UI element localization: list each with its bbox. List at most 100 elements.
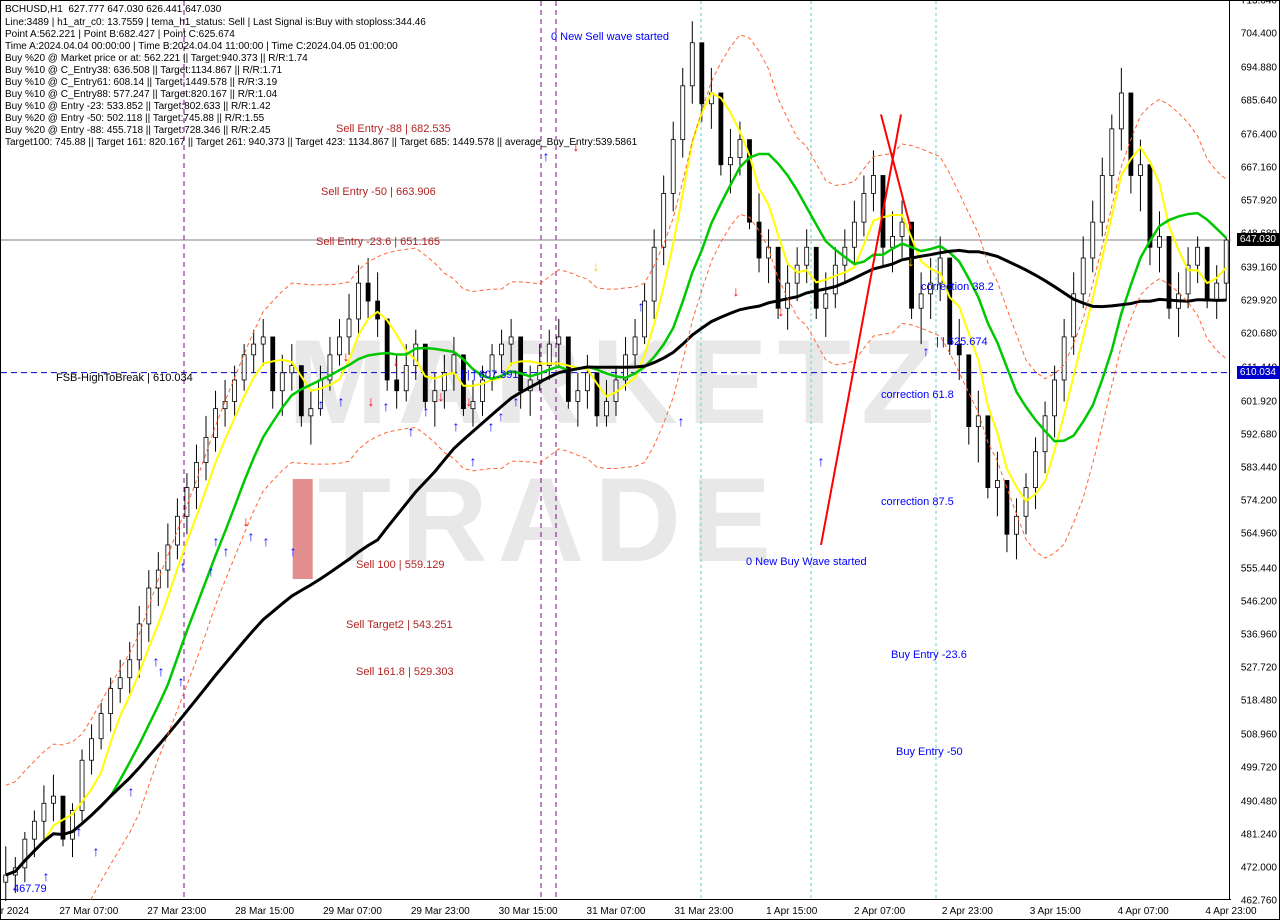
- chart-label: Buy Entry -23.6: [891, 649, 967, 661]
- y-tick: 667.160: [1241, 162, 1277, 173]
- watermark-text1: MARKETZ: [288, 315, 945, 449]
- down-arrow-icon: ↓: [243, 513, 250, 529]
- y-tick: 472.000: [1241, 862, 1277, 873]
- chart-label: correction 87.5: [881, 496, 954, 508]
- up-arrow-icon: ↑: [498, 408, 505, 424]
- x-tick: 31 Mar 23:00: [674, 906, 733, 917]
- y-tick: 713.640: [1241, 0, 1277, 7]
- up-arrow-icon: ↑: [290, 543, 297, 559]
- chart-label: Sell 161.8 | 529.303: [356, 666, 454, 678]
- chart-title: BCHUSD,H1 627.777 647.030 626.441 647.03…: [5, 3, 221, 16]
- x-tick: 2 Apr 23:00: [942, 906, 993, 917]
- x-tick: 29 Mar 23:00: [411, 906, 470, 917]
- up-arrow-icon: ↑: [43, 868, 50, 884]
- up-arrow-icon: ↑: [638, 298, 645, 314]
- chart-container: MARKETZTRADE BCHUSD,H1 627.777 647.030 6…: [0, 0, 1280, 920]
- up-arrow-icon: ↑: [180, 558, 187, 574]
- x-tick: 31 Mar 07:00: [587, 906, 646, 917]
- y-tick: 508.960: [1241, 730, 1277, 741]
- up-arrow-icon: ↑: [470, 453, 477, 469]
- up-arrow-icon: ↑: [818, 453, 825, 469]
- x-tick: 27 Mar 07:00: [59, 906, 118, 917]
- up-arrow-icon: ↑: [543, 148, 550, 164]
- x-tick: 30 Mar 15:00: [499, 906, 558, 917]
- hline-price-box: 610.034: [1237, 366, 1279, 379]
- down-arrow-icon: ↓: [466, 393, 473, 409]
- y-tick: 694.880: [1241, 63, 1277, 74]
- x-tick: 1 Apr 15:00: [766, 906, 817, 917]
- watermark: MARKETZTRADE: [288, 313, 945, 589]
- chart-label: Sell Entry -88 | 682.535: [336, 123, 451, 135]
- up-arrow-icon: ↑: [513, 393, 520, 409]
- up-arrow-icon: ↑: [338, 393, 345, 409]
- up-arrow-icon: ↑: [263, 533, 270, 549]
- y-tick: 574.200: [1241, 496, 1277, 507]
- down-arrow-icon: ↓: [343, 348, 350, 364]
- y-tick: 518.480: [1241, 696, 1277, 707]
- chart-label: correction 61.8: [881, 389, 954, 401]
- y-tick: 564.960: [1241, 529, 1277, 540]
- up-arrow-icon: ↑: [383, 398, 390, 414]
- up-arrow-icon: ↑: [76, 823, 83, 839]
- y-tick: 620.680: [1241, 329, 1277, 340]
- y-tick: 499.720: [1241, 763, 1277, 774]
- info-line: Target100: 745.88 || Target 161: 820.167…: [5, 136, 637, 149]
- y-tick: 657.920: [1241, 195, 1277, 206]
- up-arrow-icon: ↑: [158, 663, 165, 679]
- x-tick: 27 Mar 23:00: [147, 906, 206, 917]
- y-tick: 676.400: [1241, 129, 1277, 140]
- chart-label: Buy Entry -50: [896, 746, 963, 758]
- up-arrow-icon: ↑: [923, 343, 930, 359]
- up-arrow-icon: ↑: [178, 673, 185, 689]
- chart-area[interactable]: MARKETZTRADE BCHUSD,H1 627.777 647.030 6…: [1, 1, 1231, 901]
- y-tick: 546.200: [1241, 596, 1277, 607]
- up-arrow-icon: ↑: [93, 843, 100, 859]
- up-arrow-icon: ↑: [128, 783, 135, 799]
- up-arrow-icon: ↑: [408, 423, 415, 439]
- chart-label: Sell Entry -50 | 663.906: [321, 186, 436, 198]
- down-arrow-icon: ↓: [908, 253, 915, 269]
- up-arrow-icon: ↑: [453, 418, 460, 434]
- y-tick: 527.720: [1241, 662, 1277, 673]
- y-tick: 462.760: [1241, 896, 1277, 907]
- down-arrow-icon: ↓: [778, 303, 785, 319]
- chart-label: FSB-HighToBreak | 610.034: [56, 372, 193, 384]
- x-tick: 28 Mar 15:00: [235, 906, 294, 917]
- up-arrow-icon: ↑: [318, 396, 325, 412]
- up-arrow-icon: ↑: [208, 563, 215, 579]
- y-tick: 592.680: [1241, 429, 1277, 440]
- x-tick: 4 Apr 07:00: [1118, 906, 1169, 917]
- up-arrow-icon: ↑: [213, 533, 220, 549]
- up-arrow-icon: ↑: [488, 418, 495, 434]
- y-tick: 555.440: [1241, 563, 1277, 574]
- chart-label: 0 New Sell wave started: [551, 31, 669, 43]
- chart-label: 467.79: [13, 883, 47, 895]
- up-arrow-icon: ↑: [248, 528, 255, 544]
- down-arrow-icon: ↓: [733, 283, 740, 299]
- up-arrow-icon: ↑: [423, 403, 430, 419]
- y-tick: 685.640: [1241, 96, 1277, 107]
- y-tick: 536.960: [1241, 629, 1277, 640]
- y-tick: 704.400: [1241, 29, 1277, 40]
- y-tick: 481.240: [1241, 829, 1277, 840]
- chart-label: Sell 100 | 559.129: [356, 559, 444, 571]
- down-arrow-icon: ↓: [438, 388, 445, 404]
- chart-label: correction 38.2: [921, 281, 994, 293]
- chart-label: | | 625.674: [936, 336, 988, 348]
- y-axis: 713.640 704.400 694.880 685.640 676.400 667.1…: [1229, 1, 1279, 901]
- y-tick: 583.440: [1241, 463, 1277, 474]
- x-tick: 3 Apr 15:00: [1030, 906, 1081, 917]
- down-arrow-icon: ↓: [368, 393, 375, 409]
- up-arrow-icon: ↑: [678, 413, 685, 429]
- x-tick: 29 Mar 07:00: [323, 906, 382, 917]
- chart-label: 0 New Buy Wave started: [746, 556, 867, 568]
- down-arrow-icon: ↓: [593, 258, 600, 274]
- y-tick: 629.920: [1241, 296, 1277, 307]
- chart-label: Sell Entry -23.6 | 651.165: [316, 236, 440, 248]
- x-tick: 2 Apr 07:00: [854, 906, 905, 917]
- chart-label: Sell Target2 | 543.251: [346, 619, 453, 631]
- x-tick: 4 Apr 23:00: [1205, 906, 1256, 917]
- chart-label: | | | 607.391: [461, 369, 519, 381]
- x-axis: 26 Mar 202427 Mar 07:0027 Mar 23:0028 Ma…: [1, 899, 1231, 919]
- y-tick: 639.160: [1241, 263, 1277, 274]
